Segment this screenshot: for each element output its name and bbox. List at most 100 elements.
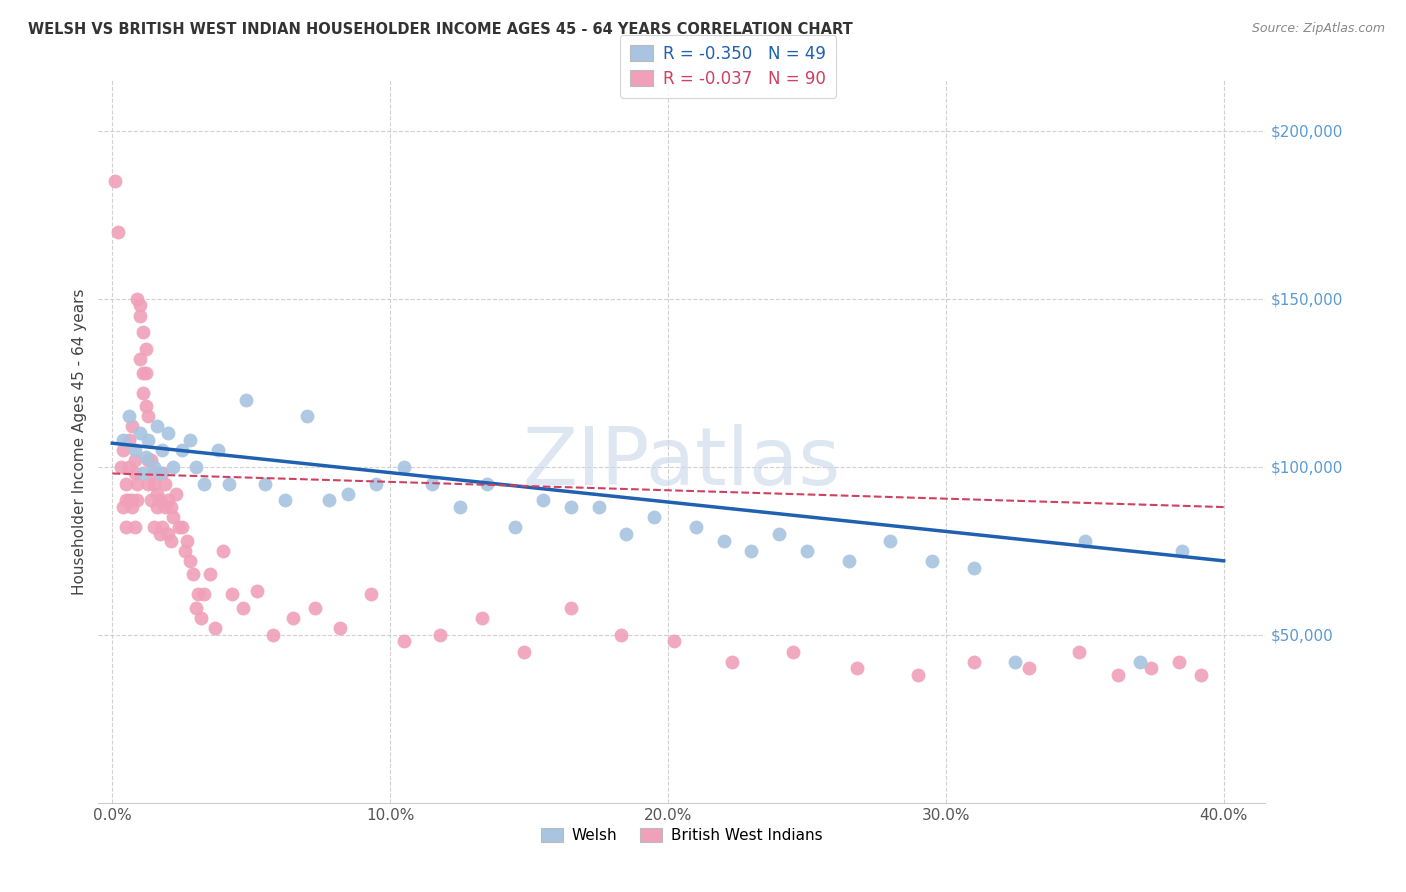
Point bbox=[138, 409, 160, 424]
Point bbox=[135, 450, 157, 464]
Point bbox=[1168, 655, 1191, 669]
Point bbox=[1107, 668, 1129, 682]
Point bbox=[176, 533, 198, 548]
Point bbox=[207, 442, 229, 457]
Point bbox=[263, 628, 285, 642]
Point bbox=[118, 459, 141, 474]
Point bbox=[295, 409, 318, 424]
Point bbox=[721, 655, 744, 669]
Point bbox=[254, 476, 277, 491]
Point bbox=[138, 453, 160, 467]
Point bbox=[782, 644, 804, 658]
Point bbox=[110, 459, 132, 474]
Point bbox=[150, 520, 173, 534]
Point bbox=[135, 399, 157, 413]
Point bbox=[212, 543, 235, 558]
Point bbox=[121, 500, 143, 514]
Point bbox=[1191, 668, 1213, 682]
Point bbox=[179, 554, 201, 568]
Point bbox=[838, 554, 860, 568]
Point bbox=[685, 520, 707, 534]
Point bbox=[129, 309, 152, 323]
Point bbox=[143, 476, 166, 491]
Point bbox=[360, 587, 382, 601]
Point bbox=[429, 628, 451, 642]
Y-axis label: Householder Income Ages 45 - 64 years: Householder Income Ages 45 - 64 years bbox=[72, 288, 87, 595]
Point bbox=[187, 587, 209, 601]
Point bbox=[124, 520, 146, 534]
Point bbox=[135, 342, 157, 356]
Point bbox=[1074, 533, 1097, 548]
Point bbox=[740, 543, 762, 558]
Point bbox=[138, 433, 160, 447]
Point bbox=[115, 476, 138, 491]
Point bbox=[1171, 543, 1194, 558]
Point bbox=[127, 493, 149, 508]
Point bbox=[512, 644, 534, 658]
Point bbox=[768, 527, 790, 541]
Point bbox=[232, 600, 254, 615]
Point bbox=[121, 419, 143, 434]
Point bbox=[162, 459, 184, 474]
Point bbox=[273, 493, 295, 508]
Point bbox=[304, 600, 326, 615]
Point bbox=[610, 628, 633, 642]
Point bbox=[170, 520, 193, 534]
Point bbox=[235, 392, 257, 407]
Point bbox=[112, 500, 135, 514]
Point bbox=[193, 476, 215, 491]
Point bbox=[218, 476, 240, 491]
Point bbox=[112, 433, 135, 447]
Point bbox=[643, 510, 665, 524]
Point bbox=[221, 587, 243, 601]
Point bbox=[281, 611, 304, 625]
Point bbox=[162, 510, 184, 524]
Point bbox=[150, 442, 173, 457]
Point bbox=[796, 543, 818, 558]
Point bbox=[148, 527, 170, 541]
Point bbox=[115, 493, 138, 508]
Point bbox=[159, 533, 181, 548]
Point bbox=[104, 174, 127, 188]
Point bbox=[124, 467, 146, 481]
Point bbox=[148, 493, 170, 508]
Point bbox=[846, 661, 869, 675]
Point bbox=[179, 433, 201, 447]
Point bbox=[138, 476, 160, 491]
Text: ZIPatlas: ZIPatlas bbox=[523, 425, 841, 502]
Point bbox=[132, 326, 155, 340]
Point bbox=[165, 486, 187, 500]
Point bbox=[156, 527, 179, 541]
Point bbox=[141, 453, 163, 467]
Point bbox=[614, 527, 637, 541]
Point bbox=[112, 442, 135, 457]
Point bbox=[1129, 655, 1152, 669]
Point bbox=[141, 493, 163, 508]
Point bbox=[962, 560, 984, 574]
Point bbox=[184, 459, 207, 474]
Point bbox=[1140, 661, 1163, 675]
Point bbox=[150, 467, 173, 481]
Point bbox=[1018, 661, 1040, 675]
Point bbox=[190, 611, 212, 625]
Point bbox=[198, 567, 221, 582]
Point bbox=[962, 655, 984, 669]
Point bbox=[471, 611, 494, 625]
Point bbox=[132, 366, 155, 380]
Point bbox=[121, 493, 143, 508]
Point bbox=[662, 634, 685, 648]
Point bbox=[246, 584, 269, 599]
Point bbox=[193, 587, 215, 601]
Point bbox=[713, 533, 735, 548]
Point bbox=[143, 520, 166, 534]
Point bbox=[129, 426, 152, 441]
Point bbox=[907, 668, 929, 682]
Point bbox=[184, 600, 207, 615]
Point bbox=[173, 543, 195, 558]
Point bbox=[879, 533, 901, 548]
Point bbox=[159, 500, 181, 514]
Point bbox=[118, 409, 141, 424]
Point bbox=[146, 419, 169, 434]
Point bbox=[148, 467, 170, 481]
Point bbox=[560, 600, 582, 615]
